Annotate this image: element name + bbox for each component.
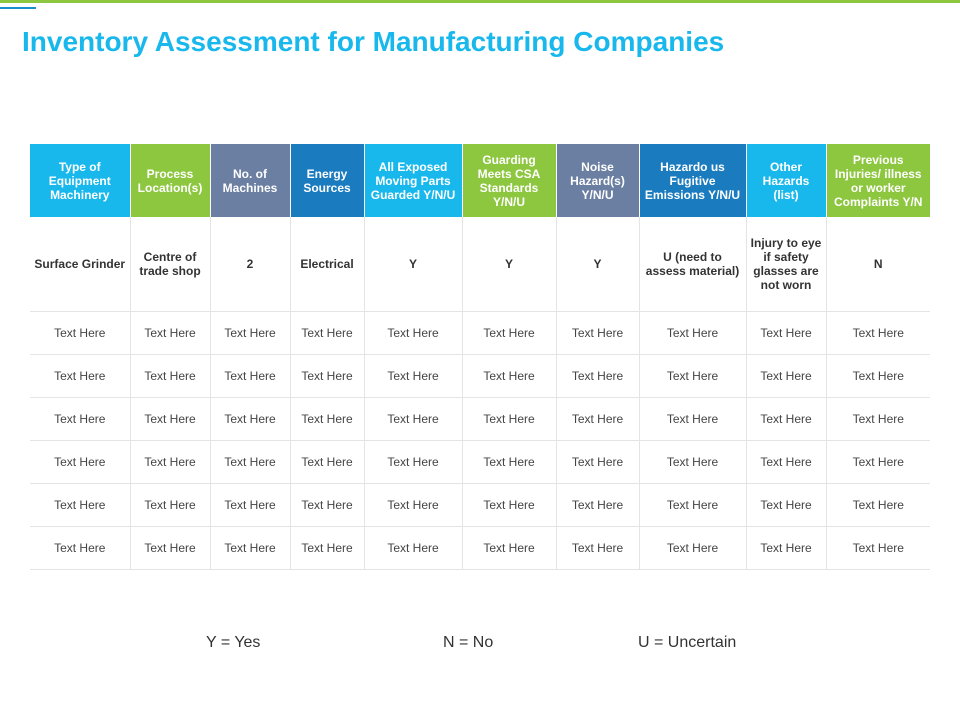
table-cell: Text Here <box>826 397 930 441</box>
table-cell: Text Here <box>639 483 747 527</box>
table-cell: Text Here <box>556 354 640 398</box>
table-cell: Text Here <box>130 354 211 398</box>
table-cell: Text Here <box>130 440 211 484</box>
table-cell: Text Here <box>210 397 291 441</box>
table-cell: Text Here <box>746 483 827 527</box>
table-cell: Text Here <box>462 397 557 441</box>
legend-yes: Y = Yes <box>206 634 261 651</box>
table-cell: Text Here <box>639 526 747 570</box>
table-cell: Text Here <box>826 311 930 355</box>
table-cell: Surface Grinder <box>30 217 131 312</box>
header-noise-hazards: Noise Hazard(s) Y/N/U <box>556 144 640 217</box>
table-cell: Text Here <box>130 483 211 527</box>
table-cell: Text Here <box>210 354 291 398</box>
table-cell: Text Here <box>364 397 463 441</box>
table-cell: Text Here <box>826 440 930 484</box>
table-cell: Centre of trade shop <box>130 217 211 312</box>
table-cell: Text Here <box>826 354 930 398</box>
table-cell: Text Here <box>556 397 640 441</box>
header-previous-injuries: Previous Injuries/ illness or worker Com… <box>826 144 930 217</box>
table-cell: Text Here <box>130 311 211 355</box>
table-cell: Text Here <box>746 440 827 484</box>
table-cell: Text Here <box>556 483 640 527</box>
page-title: Inventory Assessment for Manufacturing C… <box>22 26 725 57</box>
table-row: Surface Grinder Centre of trade shop 2 E… <box>30 217 930 312</box>
table-cell: Text Here <box>290 440 365 484</box>
table-cell: Text Here <box>462 311 557 355</box>
table-cell: Text Here <box>364 354 463 398</box>
table-cell: Text Here <box>826 526 930 570</box>
table-cell: Text Here <box>290 354 365 398</box>
header-moving-parts-guarded: All Exposed Moving Parts Guarded Y/N/U <box>364 144 463 217</box>
table-cell: Text Here <box>210 526 291 570</box>
top-accent-bar <box>0 7 36 9</box>
table-cell: Text Here <box>30 311 131 355</box>
header-type-of-equipment: Type of Equipment Machinery <box>30 144 131 217</box>
legend-no: N = No <box>443 634 494 651</box>
table-cell: Text Here <box>210 483 291 527</box>
table-cell: Text Here <box>30 483 131 527</box>
legend-uncertain: U = Uncertain <box>638 634 737 651</box>
table-cell: N <box>826 217 930 312</box>
table-row: Text Here Text Here Text Here Text Here … <box>30 354 930 398</box>
table-cell: Text Here <box>556 526 640 570</box>
table-cell: Text Here <box>30 526 131 570</box>
inventory-table: Type of Equipment Machinery Process Loca… <box>30 144 930 570</box>
table-cell: Text Here <box>210 440 291 484</box>
table-cell: Text Here <box>462 354 557 398</box>
header-no-of-machines: No. of Machines <box>210 144 291 217</box>
table-cell: Text Here <box>30 440 131 484</box>
table-row: Text Here Text Here Text Here Text Here … <box>30 311 930 355</box>
table-cell: Text Here <box>746 526 827 570</box>
header-other-hazards: Other Hazards (list) <box>746 144 827 217</box>
table-cell: Y <box>462 217 557 312</box>
table-cell: Text Here <box>290 311 365 355</box>
header-energy-sources: Energy Sources <box>290 144 365 217</box>
table-cell: Text Here <box>130 397 211 441</box>
table-cell: Text Here <box>30 397 131 441</box>
table-cell: Text Here <box>130 526 211 570</box>
table-cell: Text Here <box>364 311 463 355</box>
table-cell: Injury to eye if safety glasses are not … <box>746 217 827 312</box>
table-cell: Text Here <box>30 354 131 398</box>
table-cell: 2 <box>210 217 291 312</box>
table-row: Text Here Text Here Text Here Text Here … <box>30 440 930 484</box>
header-guarding-csa: Guarding Meets CSA Standards Y/N/U <box>462 144 557 217</box>
table-cell: Text Here <box>556 311 640 355</box>
table-cell: Text Here <box>462 440 557 484</box>
table-cell: Text Here <box>462 526 557 570</box>
table-cell: Text Here <box>639 397 747 441</box>
table-cell: Text Here <box>639 311 747 355</box>
table-cell: U (need to assess material) <box>639 217 747 312</box>
table-cell: Text Here <box>746 311 827 355</box>
header-process-location: Process Location(s) <box>130 144 211 217</box>
table-cell: Y <box>556 217 640 312</box>
table-cell: Text Here <box>639 440 747 484</box>
table-header-row: Type of Equipment Machinery Process Loca… <box>30 144 930 217</box>
table-cell: Text Here <box>290 397 365 441</box>
table-cell: Text Here <box>290 483 365 527</box>
table-cell: Electrical <box>290 217 365 312</box>
table-cell: Text Here <box>556 440 640 484</box>
table-cell: Text Here <box>746 354 827 398</box>
table-row: Text Here Text Here Text Here Text Here … <box>30 483 930 527</box>
table-cell: Text Here <box>364 526 463 570</box>
top-divider-line <box>0 0 960 3</box>
table-cell: Text Here <box>462 483 557 527</box>
table-cell: Text Here <box>746 397 827 441</box>
table-cell: Y <box>364 217 463 312</box>
table-cell: Text Here <box>826 483 930 527</box>
table-cell: Text Here <box>364 440 463 484</box>
table-cell: Text Here <box>639 354 747 398</box>
table-row: Text Here Text Here Text Here Text Here … <box>30 397 930 441</box>
table-row: Text Here Text Here Text Here Text Here … <box>30 526 930 570</box>
table-cell: Text Here <box>364 483 463 527</box>
table-cell: Text Here <box>210 311 291 355</box>
table-cell: Text Here <box>290 526 365 570</box>
header-fugitive-emissions: Hazardo us Fugitive Emissions Y/N/U <box>639 144 747 217</box>
